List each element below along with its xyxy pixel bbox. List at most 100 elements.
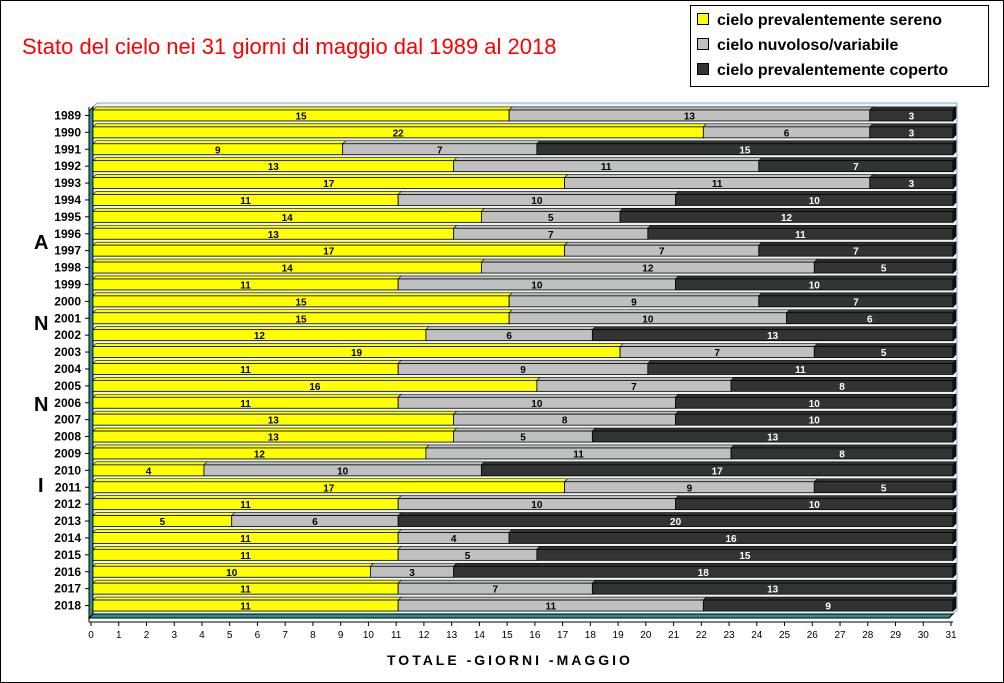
bar-side-face xyxy=(952,106,957,122)
y-tick-label: 2008 xyxy=(54,430,81,444)
y-tick-label: 1992 xyxy=(54,159,81,173)
legend-label-coperto: cielo prevalentemente coperto xyxy=(717,62,949,79)
bar-top-face xyxy=(203,461,486,466)
x-tick-label: 3 xyxy=(171,630,177,641)
bar-top-face xyxy=(563,478,819,483)
y-tick-label: 1990 xyxy=(54,125,81,139)
bar-top-face xyxy=(591,326,957,330)
bar-value-label: 10 xyxy=(531,399,543,410)
bar-top-face xyxy=(92,309,513,314)
x-axis-label: TOTALE -GIORNI -MAGGIO xyxy=(387,652,633,668)
bar-value-label: 10 xyxy=(531,500,543,511)
x-tick-label: 18 xyxy=(585,630,597,641)
bar-top-face xyxy=(591,579,957,584)
bar-side-face xyxy=(952,579,957,595)
bar-value-label: 15 xyxy=(296,297,308,308)
bar-top-face xyxy=(425,444,735,449)
ylabel-letter-a: A xyxy=(34,232,49,254)
y-tick-label: 1994 xyxy=(54,193,81,207)
bar-value-label: 7 xyxy=(437,145,443,156)
bar-top-face xyxy=(619,343,819,347)
x-tick-label: 5 xyxy=(227,630,233,641)
bar-value-label: 11 xyxy=(240,500,251,511)
x-tick-label: 31 xyxy=(945,630,957,641)
bar-side-face xyxy=(952,342,957,359)
bar-side-face xyxy=(952,478,957,494)
bar-value-label: 9 xyxy=(631,297,637,308)
bar-value-label: 3 xyxy=(909,179,915,190)
bar-value-label: 6 xyxy=(506,331,512,342)
bar-side-face xyxy=(952,190,957,207)
x-tick-label: 17 xyxy=(557,630,569,641)
bar-top-face xyxy=(591,427,957,432)
bar-value-label: 13 xyxy=(268,162,280,173)
bar-value-label: 6 xyxy=(784,128,790,139)
legend-item-coperto: cielo prevalentemente coperto xyxy=(697,62,948,82)
bar-top-face xyxy=(92,410,458,415)
bar-top-face xyxy=(92,123,708,128)
bar-top-face xyxy=(480,258,819,263)
x-tick-label: 27 xyxy=(834,630,846,641)
bar-top-face xyxy=(230,512,402,516)
bar-top-face xyxy=(536,140,957,145)
bar-top-face xyxy=(730,377,957,381)
legend-swatch-sereno xyxy=(697,12,709,25)
bar-value-label: 11 xyxy=(240,365,251,376)
plot-left-wall xyxy=(88,105,94,620)
bar-top-face xyxy=(92,326,430,330)
legend-swatch-nuvoloso xyxy=(697,37,709,50)
y-tick-label: 2016 xyxy=(54,565,81,579)
y-tick-label: 2017 xyxy=(54,582,81,596)
bar-value-label: 14 xyxy=(282,264,294,275)
ylabel-letter-n1: N xyxy=(34,313,49,335)
x-tick-label: 24 xyxy=(751,630,763,641)
bar-value-label: 13 xyxy=(268,230,280,241)
bar-value-label: 5 xyxy=(465,551,471,562)
bar-top-face xyxy=(869,106,957,111)
bar-value-label: 9 xyxy=(520,365,526,376)
bar-side-face xyxy=(952,123,957,139)
bar-top-face xyxy=(397,529,513,533)
y-tick-label: 1999 xyxy=(54,277,81,291)
bar-side-face xyxy=(952,207,957,224)
bar-top-face xyxy=(452,157,763,161)
y-tick-label: 1989 xyxy=(54,108,81,122)
bar-top-face xyxy=(92,208,486,212)
y-tick-label: 2004 xyxy=(54,362,81,376)
bar-top-face xyxy=(92,106,513,111)
bar-value-label: 3 xyxy=(409,568,415,579)
legend-label-sereno: cielo prevalentemente sereno xyxy=(717,12,942,29)
bar-top-face xyxy=(536,377,735,381)
bar-top-face xyxy=(341,140,541,145)
bar-value-label: 3 xyxy=(909,111,915,122)
bar-side-face xyxy=(952,359,957,376)
bar-top-face xyxy=(813,258,957,263)
bar-top-face xyxy=(369,562,458,567)
bar-value-label: 10 xyxy=(809,416,821,427)
bar-top-face xyxy=(397,191,680,195)
x-tick-label: 29 xyxy=(890,630,902,641)
bar-value-label: 6 xyxy=(312,517,318,528)
bar-top-face xyxy=(480,208,624,212)
bar-top-face xyxy=(92,343,624,347)
x-tick-label: 13 xyxy=(446,630,458,641)
bar-side-face xyxy=(952,528,957,545)
bar-value-label: 11 xyxy=(545,602,556,613)
bar-value-label: 14 xyxy=(282,213,294,224)
x-tick-label: 7 xyxy=(282,630,288,641)
bar-top-face xyxy=(92,275,402,280)
x-tick-label: 2 xyxy=(144,630,150,641)
x-tick-label: 14 xyxy=(474,630,486,641)
bar-value-label: 11 xyxy=(601,162,612,173)
y-tick-label: 2018 xyxy=(54,599,81,613)
legend-item-sereno: cielo prevalentemente sereno xyxy=(697,12,942,32)
plot-floor xyxy=(87,613,955,619)
bar-value-label: 7 xyxy=(659,247,665,258)
bar-top-face xyxy=(397,275,680,280)
bar-side-face xyxy=(952,156,957,173)
bar-side-face xyxy=(952,444,957,460)
bar-side-face xyxy=(952,309,957,325)
bar-value-label: 11 xyxy=(240,196,251,207)
bar-top-face xyxy=(647,360,957,364)
bar-value-label: 11 xyxy=(795,230,806,241)
